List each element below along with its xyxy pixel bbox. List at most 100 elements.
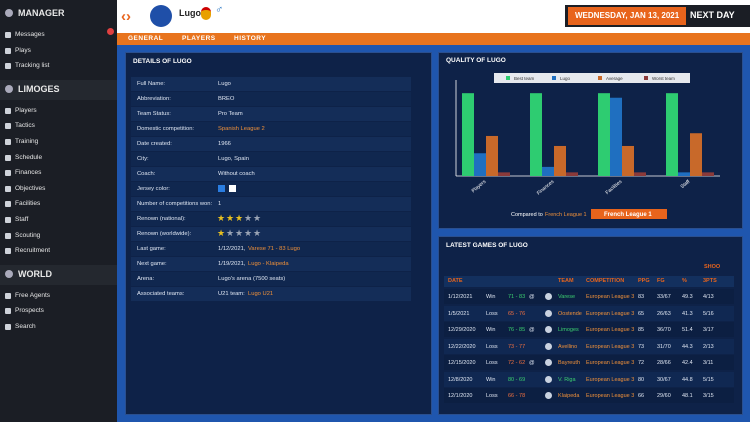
star: ★	[235, 213, 244, 223]
menu-icon	[5, 32, 11, 38]
menu-item[interactable]: Messages	[15, 31, 45, 38]
game-competition[interactable]: European League 3	[586, 327, 635, 333]
star: ★	[244, 228, 253, 238]
bar	[690, 133, 702, 176]
bar	[566, 172, 578, 176]
menu-icon	[5, 63, 11, 70]
menu-item[interactable]: Recruitment	[15, 247, 51, 255]
legend-box	[494, 73, 690, 83]
team-logo	[545, 359, 552, 366]
legend-label: Average	[606, 76, 623, 81]
game-team[interactable]: Klaipeda	[558, 393, 580, 399]
tab[interactable]: GENERAL	[128, 35, 164, 42]
star: ★	[226, 213, 235, 223]
category-label: Players	[471, 179, 488, 195]
menu-icon	[5, 201, 11, 208]
bar	[542, 166, 554, 176]
section-icon	[5, 9, 13, 17]
next-day[interactable]: NEXT DAY	[690, 10, 735, 20]
jersey-swatch	[218, 185, 225, 192]
detail-link[interactable]: Lugo - Klaipeda	[248, 261, 289, 267]
menu-item[interactable]: Facilities	[15, 200, 41, 208]
game-stat: 51.4	[682, 327, 693, 333]
menu-item[interactable]: Staff	[15, 216, 29, 223]
game-stat: 33/67	[657, 294, 671, 300]
tab[interactable]: PLAYERS	[182, 35, 216, 42]
tab[interactable]: HISTORY	[234, 35, 267, 42]
game-row	[444, 371, 734, 387]
menu-icon	[5, 248, 11, 255]
bar	[634, 172, 646, 176]
column-header: %	[682, 278, 687, 284]
menu-item[interactable]: Search	[15, 323, 36, 330]
gender-icon: ♂	[215, 4, 224, 16]
detail-row	[131, 107, 411, 121]
menu-item[interactable]: Prospects	[15, 307, 44, 315]
menu-item[interactable]: Finances	[15, 169, 42, 177]
bar	[598, 93, 610, 176]
header-row	[444, 276, 734, 287]
away-marker: @	[529, 327, 535, 333]
section-band	[0, 264, 117, 285]
detail-value: Pro Team	[218, 111, 243, 117]
panel-title: DETAILS OF LUGO	[133, 58, 192, 65]
back-forward[interactable]: ‹›	[121, 8, 131, 25]
game-stat: 3/11	[703, 360, 714, 366]
game-date: 12/29/2020	[448, 327, 476, 333]
game-team[interactable]: V. Riga	[558, 376, 576, 383]
detail-link[interactable]: Varese 71 - 83 Lugo	[248, 246, 301, 252]
game-stat: 44.8	[682, 376, 693, 383]
game-stat: 80	[638, 376, 645, 383]
menu-item[interactable]: Players	[15, 106, 37, 114]
team-logo	[150, 5, 172, 27]
game-team[interactable]: Limoges	[558, 327, 579, 333]
date-box	[568, 7, 686, 25]
notification-dot	[107, 28, 114, 35]
detail-row	[131, 137, 411, 151]
detail-value: BREO	[218, 96, 235, 102]
game-stat: 83	[638, 294, 645, 300]
menu-item[interactable]: Objectives	[15, 184, 46, 192]
game-competition[interactable]: European League 3	[586, 360, 635, 366]
detail-row	[131, 182, 411, 196]
detail-row	[131, 257, 411, 271]
game-competition[interactable]: European League 3	[586, 294, 635, 300]
game-team[interactable]: Oostende	[558, 310, 582, 317]
game-competition[interactable]: European League 3	[586, 393, 635, 399]
game-stat: 85	[638, 327, 645, 333]
bar	[486, 135, 498, 176]
detail-value: Without coach	[218, 171, 255, 177]
game-competition[interactable]: European League 3	[586, 343, 635, 350]
detail-label: Abbreviation:	[137, 96, 171, 102]
game-competition[interactable]: European League 3	[586, 376, 635, 383]
menu-item[interactable]: Schedule	[15, 153, 43, 161]
game-stat: 4/13	[703, 294, 714, 300]
detail-link[interactable]: Spanish League 2	[218, 126, 265, 132]
menu-item[interactable]: Plays	[15, 46, 31, 54]
menu-item[interactable]: Free Agents	[15, 291, 51, 299]
bar	[610, 97, 622, 176]
detail-label: Full Name:	[137, 81, 166, 87]
game-date: 12/8/2020	[448, 376, 473, 383]
game-competition[interactable]: European League 3	[586, 310, 635, 317]
team-logo	[545, 309, 552, 317]
game-team[interactable]: Avellino	[558, 343, 578, 350]
star: ★	[253, 213, 262, 223]
game-result: Loss	[486, 360, 498, 366]
menu-item[interactable]: Training	[15, 138, 39, 145]
game-stat: 31/70	[657, 343, 671, 350]
game-team[interactable]: Bayreuth	[558, 360, 581, 366]
legend-swatch	[644, 76, 648, 80]
menu-item[interactable]: Tactics	[15, 122, 35, 130]
compare-team: French League 1	[545, 212, 587, 218]
menu-icon	[5, 123, 11, 130]
game-row	[444, 322, 734, 337]
star: ★	[253, 228, 262, 238]
menu-item[interactable]: Tracking list	[15, 62, 50, 70]
detail-link[interactable]: Lugo U21	[248, 291, 274, 297]
menu-item[interactable]: Scouting	[15, 231, 41, 239]
game-team[interactable]: Varese	[558, 294, 576, 300]
game-stat: 73	[638, 343, 645, 350]
category-label: Staff	[680, 179, 692, 191]
star: ★	[244, 213, 253, 223]
